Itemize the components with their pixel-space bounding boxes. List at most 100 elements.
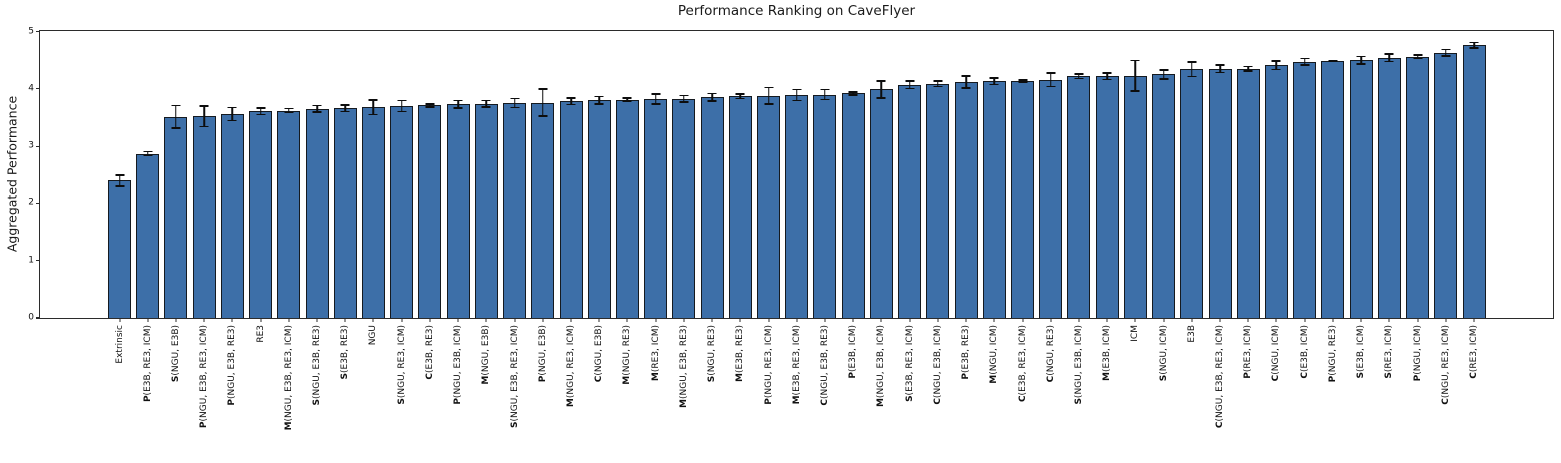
x-tick xyxy=(231,318,233,322)
error-bar-cap-top xyxy=(1328,59,1338,62)
x-tick-label: P(NGU, ICM) xyxy=(1412,325,1423,382)
x-tick-label: P(NGU, E3B, ICM) xyxy=(452,325,463,405)
error-bar-cap-bottom xyxy=(792,99,802,102)
error-bar-cap-bottom xyxy=(622,100,632,102)
error-bar-line xyxy=(1388,53,1391,63)
error-bar-line xyxy=(344,104,346,113)
x-tick-label: RE3 xyxy=(255,325,266,343)
x-tick-label: M(NGU, ICM) xyxy=(989,325,1000,384)
x-tick xyxy=(570,318,572,322)
x-tick-label: C(E3B, RE3, ICM) xyxy=(1017,325,1028,403)
x-tick-label: S(RE3, ICM) xyxy=(1384,325,1395,379)
bar-group: ICM xyxy=(1123,31,1147,342)
x-tick xyxy=(1473,318,1475,322)
x-tick xyxy=(909,318,911,322)
error-bar-cap-top xyxy=(284,107,294,110)
x-tick-label: P(NGU, E3B) xyxy=(537,325,548,383)
x-tick-label: C(NGU, RE3, ICM) xyxy=(1440,325,1451,405)
error-bar-cap-top xyxy=(792,88,802,91)
error-bar-cap-top xyxy=(453,99,463,102)
x-tick-label: S(E3B, ICM) xyxy=(1355,325,1366,379)
x-tick-label: S(NGU, ICM) xyxy=(1158,325,1169,382)
bar xyxy=(361,107,385,318)
bar-group: S(NGU, E3B, ICM) xyxy=(1067,31,1091,405)
error-bar-cap-top xyxy=(707,92,717,95)
error-bar-cap-top xyxy=(312,104,322,107)
error-bar-line xyxy=(937,80,939,88)
bar xyxy=(644,99,668,318)
error-bar-line xyxy=(542,88,544,117)
bar xyxy=(954,81,978,318)
error-bar-cap-bottom xyxy=(933,85,943,88)
x-tick-label: M(NGU, RE3) xyxy=(622,325,633,385)
x-tick xyxy=(514,318,516,322)
error-bar-line xyxy=(1191,61,1193,78)
error-bar-cap-bottom xyxy=(425,106,435,108)
error-bar-cap-bottom xyxy=(1018,81,1027,83)
error-bar-cap-bottom xyxy=(679,101,689,103)
error-bar-line xyxy=(118,174,121,187)
error-bar-cap-top xyxy=(566,97,576,99)
bar-group: P(E3B, RE3, ICM) xyxy=(136,31,160,402)
error-bar-line xyxy=(400,99,403,113)
error-bar-cap-top xyxy=(510,97,520,100)
error-bar-cap-bottom xyxy=(256,113,266,116)
x-tick-label: C(NGU, E3B) xyxy=(594,325,605,383)
error-bar-cap-bottom xyxy=(1187,75,1197,78)
error-bar-cap-top xyxy=(340,104,350,106)
error-bar-line xyxy=(598,95,600,105)
bar xyxy=(615,99,639,318)
x-tick xyxy=(1022,318,1023,322)
error-bar-line xyxy=(796,88,798,102)
y-tick-label: 2 xyxy=(28,197,34,208)
x-tick-label: S(E3B, RE3, ICM) xyxy=(904,325,915,402)
bar-group: P(E3B, ICM) xyxy=(841,31,865,379)
bar xyxy=(1406,56,1430,318)
error-bar-cap-top xyxy=(679,94,689,97)
bar xyxy=(192,116,216,318)
error-bar-line xyxy=(570,97,572,106)
x-tick xyxy=(203,318,205,322)
error-bar-cap-bottom xyxy=(1356,63,1366,65)
bar-group: M(NGU, RE3, ICM) xyxy=(559,31,583,407)
error-bar-cap-top xyxy=(1074,73,1084,75)
x-tick xyxy=(1078,318,1080,322)
bar-group: P(NGU, ICM) xyxy=(1406,31,1430,381)
bar xyxy=(1462,45,1486,318)
error-bar-cap-top xyxy=(481,99,491,102)
bar xyxy=(700,97,724,318)
bar xyxy=(531,102,555,318)
error-bar-cap-top xyxy=(227,106,237,109)
error-bar-line xyxy=(316,104,318,113)
bar-group: S(E3B, ICM) xyxy=(1349,31,1373,379)
error-bar-cap-top xyxy=(764,86,774,89)
bar xyxy=(418,105,442,318)
x-tick-label: E3B xyxy=(1186,325,1197,343)
bar-group: S(NGU, E3B, RE3) xyxy=(305,31,329,406)
x-tick-label: M(NGU, E3B) xyxy=(481,325,492,385)
x-tick-label: S(NGU, RE3, ICM) xyxy=(396,325,407,405)
error-bar-cap-bottom xyxy=(171,127,181,129)
error-bar-cap-bottom xyxy=(1271,68,1281,71)
bar xyxy=(1377,57,1401,318)
bar-group: P(NGU, E3B) xyxy=(531,31,555,382)
error-bar-line xyxy=(203,105,205,128)
y-tick-label: 3 xyxy=(28,140,34,151)
x-tick-label: M(NGU, E3B, RE3, ICM) xyxy=(283,325,294,431)
bar xyxy=(1067,76,1091,318)
bar-group: S(NGU, E3B, RE3, ICM) xyxy=(503,31,527,428)
error-bar-cap-top xyxy=(1356,55,1366,58)
bar-group: S(NGU, ICM) xyxy=(1152,31,1176,381)
x-tick-label: M(RE3, ICM) xyxy=(650,325,661,382)
x-tick xyxy=(852,318,854,322)
error-bar-cap-bottom xyxy=(1469,47,1479,49)
error-bar-cap-bottom xyxy=(1074,77,1084,80)
error-bar-cap-bottom xyxy=(368,113,378,116)
x-tick xyxy=(175,318,177,322)
bar xyxy=(1293,61,1317,318)
error-bar-line xyxy=(1078,73,1080,80)
bar-group: C(E3B, RE3) xyxy=(418,31,442,380)
bar xyxy=(1152,74,1176,318)
x-tick xyxy=(626,318,628,322)
